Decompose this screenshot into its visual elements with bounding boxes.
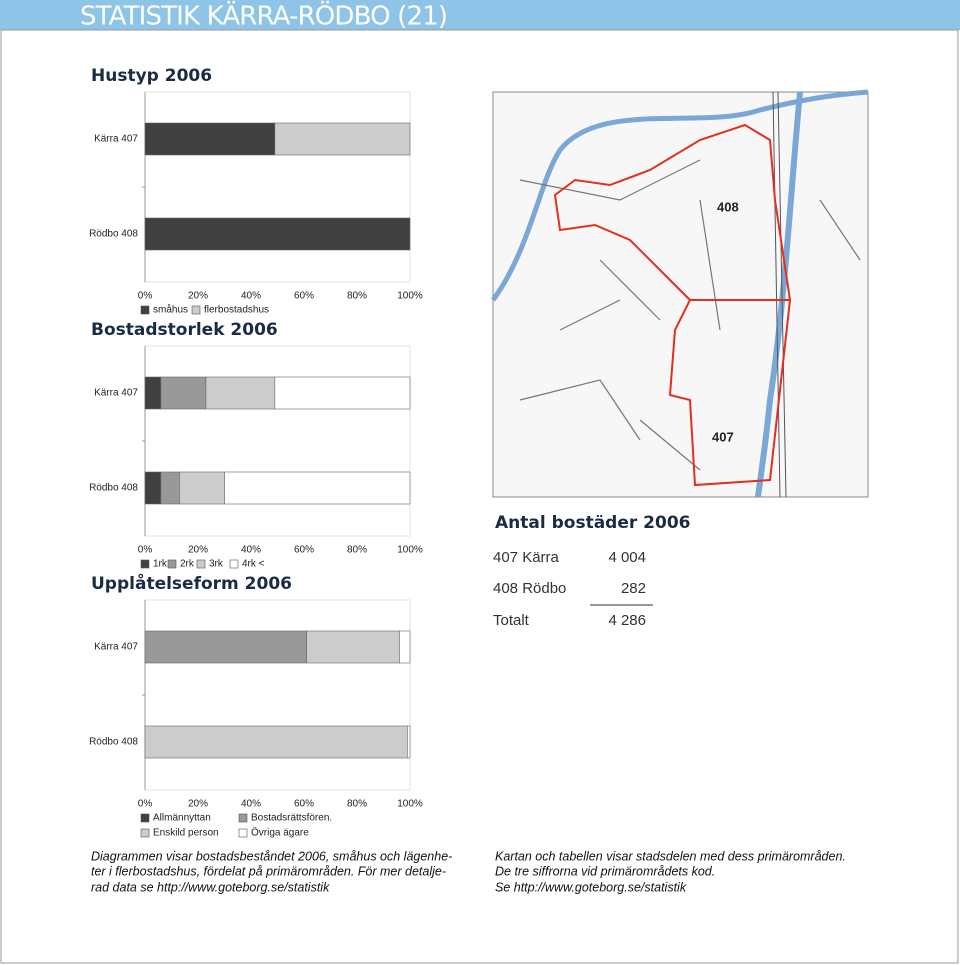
legend-swatch [140, 305, 150, 315]
bar-segment [407, 725, 411, 759]
bar-segment [160, 376, 207, 410]
chart-title: Hustyp 2006 [91, 66, 212, 86]
bar-segment [160, 471, 180, 505]
bar-segment [144, 217, 411, 251]
x-tick-label: 80% [347, 291, 367, 302]
bar-segment [399, 630, 411, 664]
plot-frame [144, 345, 411, 537]
plot-frame [144, 599, 411, 791]
bar-segment [274, 376, 411, 410]
legend-label: Bostadsrättsfören. [251, 813, 332, 824]
x-tick-label: 80% [347, 545, 367, 556]
category-label: Rödbo 408 [89, 483, 138, 494]
table-title: Antal bostäder 2006 [495, 513, 690, 533]
caption-line: De tre siffrorna vid primärområdets kod. [495, 864, 715, 878]
legend-label: 3rk [209, 559, 224, 570]
bar-segment [144, 122, 276, 156]
legend-swatch [196, 559, 206, 569]
x-tick-label: 20% [188, 291, 208, 302]
caption-line: Se http://www.goteborg.se/statistik [495, 880, 687, 894]
bar-segment [224, 471, 411, 505]
x-tick-label: 40% [241, 799, 261, 810]
category-label: Kärra 407 [94, 134, 138, 145]
category-label: Kärra 407 [94, 642, 138, 653]
bar-segment [274, 122, 411, 156]
x-tick-label: 20% [188, 799, 208, 810]
legend-label: småhus [153, 304, 188, 316]
x-tick-label: 0% [138, 545, 153, 556]
table-cell: 4 004 [608, 549, 646, 566]
legend-swatch [140, 828, 150, 838]
category-label: Kärra 407 [94, 388, 138, 399]
x-tick-label: 40% [241, 291, 261, 302]
bar-segment [179, 471, 225, 505]
table-cell: 407 Kärra [493, 549, 560, 566]
map-label: 407 [712, 429, 734, 444]
legend-label: Övriga ägare [251, 827, 309, 839]
category-label: Rödbo 408 [89, 229, 138, 240]
x-tick-label: 60% [294, 291, 314, 302]
legend-swatch [167, 559, 177, 569]
bar-segment [205, 376, 276, 410]
table-cell: 282 [621, 580, 646, 597]
plot-frame [144, 91, 411, 283]
bar-segment [306, 630, 400, 664]
map: 408 407 [490, 89, 869, 498]
table-cell: 4 286 [608, 612, 646, 629]
caption-line: ter i flerbostadshus, fördelat på primär… [91, 864, 446, 878]
x-tick-label: 40% [241, 545, 261, 556]
legend-label: 4rk < [242, 559, 265, 570]
caption-line: Diagrammen visar bostadsbeståndet 2006, … [91, 849, 452, 863]
table-cell: Totalt [493, 612, 530, 629]
x-tick-label: 60% [294, 545, 314, 556]
x-tick-label: 100% [397, 291, 423, 302]
legend-label: 1rk [153, 559, 168, 570]
legend-label: 2rk [180, 559, 195, 570]
x-tick-label: 80% [347, 799, 367, 810]
legend-label: Enskild person [153, 828, 219, 839]
legend-swatch [140, 813, 150, 823]
bar-segment [144, 630, 307, 664]
legend-label: Allmännyttan [153, 813, 211, 824]
legend-label: flerbostadshus [204, 305, 269, 316]
legend-swatch [238, 813, 248, 823]
bar-segment [144, 376, 162, 410]
caption-line: Kartan och tabellen visar stadsdelen med… [495, 849, 846, 863]
bar-segment [144, 471, 162, 505]
x-tick-label: 60% [294, 799, 314, 810]
header-band [0, 0, 960, 30]
category-label: Rödbo 408 [89, 737, 138, 748]
bar-segment [144, 725, 408, 759]
table-cell: 408 Rödbo [493, 580, 566, 597]
legend-swatch [140, 559, 150, 569]
chart-title: Bostadstorlek 2006 [91, 320, 278, 340]
x-tick-label: 0% [138, 799, 153, 810]
legend-swatch [191, 305, 201, 315]
caption-line: rad data se http://www.goteborg.se/stati… [91, 880, 330, 894]
legend-swatch [229, 559, 239, 569]
page-title: STATISTIK KÄRRA-RÖDBO (21) [80, 0, 448, 32]
legend-swatch [238, 828, 248, 838]
x-tick-label: 20% [188, 545, 208, 556]
x-tick-label: 100% [397, 545, 423, 556]
x-tick-label: 100% [397, 799, 423, 810]
x-tick-label: 0% [138, 291, 153, 302]
page-border [0, 29, 959, 964]
map-label: 408 [717, 199, 739, 214]
chart-title: Upplåtelseform 2006 [91, 572, 292, 594]
